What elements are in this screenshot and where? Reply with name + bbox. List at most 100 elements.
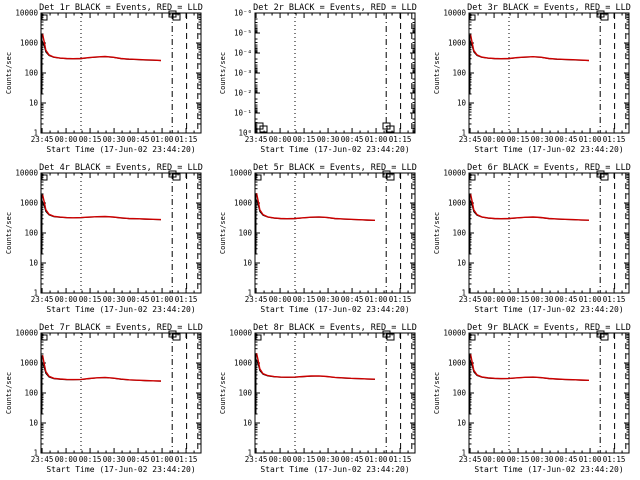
- x-tick-label: 00:15: [79, 135, 102, 144]
- y-axis-label: Counts/sec: [219, 372, 227, 414]
- y-tick-label: 100: [452, 389, 466, 398]
- y-tick-label: 10⁻⁶: [234, 9, 252, 18]
- y-tick-label: 10⁻⁵: [234, 29, 252, 38]
- y-tick-label: 100: [452, 69, 466, 78]
- x-tick-label: 00:45: [341, 135, 364, 144]
- panel-det-5: Det 5r BLACK = Events, RED = LLD Counts/s…: [219, 163, 417, 314]
- panel-title: Det 9r BLACK = Events, RED = LLD: [467, 323, 631, 333]
- x-tick-label: 00:00: [269, 135, 292, 144]
- panel-title: Det 6r BLACK = Events, RED = LLD: [467, 163, 631, 173]
- x-tick-label: 01:15: [389, 295, 412, 304]
- x-tick-label: 00:00: [483, 455, 506, 464]
- x-tick-label: 23:45: [245, 295, 268, 304]
- panel-det-1: Det 1r BLACK = Events, RED = LLD Counts/s…: [5, 3, 203, 154]
- y-tick-label: 10000: [15, 169, 38, 178]
- panel-det-8: Det 8r BLACK = Events, RED = LLD Counts/s…: [219, 323, 417, 474]
- x-tick-label: 01:00: [579, 295, 602, 304]
- y-tick-label: 10⁰: [238, 129, 252, 138]
- y-axis-label: Counts/sec: [5, 52, 13, 94]
- panel-det-6: Det 6r BLACK = Events, RED = LLD Counts/s…: [433, 163, 631, 314]
- panel-title: Det 2r BLACK = Events, RED = LLD: [253, 3, 417, 13]
- lld-series-line: [255, 193, 376, 221]
- y-axis-label: Counts/sec: [433, 212, 441, 254]
- x-tick-label: 00:45: [127, 135, 150, 144]
- y-tick-label: 10000: [443, 9, 466, 18]
- panel-det-2: Det 2r BLACK = Events, RED = LLD Counts/s…: [219, 3, 417, 154]
- x-tick-label: 00:15: [293, 455, 316, 464]
- y-tick-label: 10⁻²: [234, 89, 252, 98]
- panel-title: Det 4r BLACK = Events, RED = LLD: [39, 163, 203, 173]
- x-axis-label: Start Time (17-Jun-02 23:44:20): [260, 465, 409, 474]
- x-tick-label: 01:15: [175, 455, 198, 464]
- start-box-marker: [469, 334, 476, 341]
- x-tick-label: 00:45: [555, 135, 578, 144]
- panel-title: Det 5r BLACK = Events, RED = LLD: [253, 163, 417, 173]
- y-tick-label: 100: [238, 389, 252, 398]
- plot-frame: [40, 332, 202, 454]
- y-tick-label: 1000: [448, 359, 467, 368]
- x-tick-label: 00:15: [507, 295, 530, 304]
- y-tick-label: 1000: [20, 199, 39, 208]
- y-tick-label: 100: [24, 229, 38, 238]
- y-tick-label: 1: [33, 129, 38, 138]
- x-axis-label: Start Time (17-Jun-02 23:44:20): [260, 145, 409, 154]
- start-box-marker: [469, 174, 476, 181]
- annotation-box: [386, 173, 395, 181]
- y-tick-label: 100: [238, 229, 252, 238]
- y-axis-label: Counts/sec: [5, 212, 13, 254]
- x-tick-label: 23:45: [245, 455, 268, 464]
- lld-series-line: [41, 355, 162, 382]
- plot-frame: [254, 172, 416, 294]
- x-tick-label: 23:45: [459, 455, 482, 464]
- x-tick-label: 00:30: [531, 455, 554, 464]
- annotation-box: [600, 13, 609, 21]
- x-tick-label: 00:30: [103, 295, 126, 304]
- x-tick-label: 00:45: [555, 455, 578, 464]
- y-tick-label: 10⁻³: [234, 69, 252, 78]
- x-tick-label: 00:45: [127, 295, 150, 304]
- y-axis-label: Counts/sec: [219, 212, 227, 254]
- x-axis-label: Start Time (17-Jun-02 23:44:20): [474, 305, 623, 314]
- lld-series-line: [469, 193, 590, 221]
- x-tick-label: 00:15: [79, 455, 102, 464]
- plot-frame: [254, 332, 416, 454]
- panel-title: Det 3r BLACK = Events, RED = LLD: [467, 3, 631, 13]
- x-tick-label: 23:45: [31, 455, 54, 464]
- y-tick-label: 10⁻⁴: [234, 49, 252, 58]
- x-tick-label: 00:45: [341, 455, 364, 464]
- y-tick-label: 10: [243, 419, 253, 428]
- x-tick-label: 23:45: [459, 135, 482, 144]
- x-tick-label: 00:15: [79, 295, 102, 304]
- start-box-marker: [255, 174, 262, 181]
- y-tick-label: 1: [461, 289, 466, 298]
- y-tick-label: 1000: [234, 359, 253, 368]
- y-tick-label: 10: [457, 99, 467, 108]
- x-tick-label: 01:00: [579, 135, 602, 144]
- x-tick-label: 01:15: [175, 135, 198, 144]
- plot-frame: [468, 12, 630, 134]
- panel-title: Det 7r BLACK = Events, RED = LLD: [39, 323, 203, 333]
- x-tick-label: 01:00: [365, 455, 388, 464]
- y-axis-label: Counts/sec: [433, 52, 441, 94]
- x-tick-label: 00:00: [55, 455, 78, 464]
- plot-frame: [254, 12, 416, 134]
- y-tick-label: 10: [29, 99, 39, 108]
- y-tick-label: 10000: [15, 329, 38, 338]
- annotation-box: [600, 333, 609, 341]
- x-tick-label: 00:00: [269, 295, 292, 304]
- x-tick-label: 00:45: [555, 295, 578, 304]
- y-tick-label: 10000: [229, 169, 252, 178]
- y-tick-label: 10: [29, 259, 39, 268]
- start-box-marker: [255, 334, 262, 341]
- panel-title: Det 1r BLACK = Events, RED = LLD: [39, 3, 203, 13]
- lld-series-line: [41, 33, 162, 62]
- lld-series-line: [41, 194, 162, 221]
- x-tick-label: 00:30: [103, 455, 126, 464]
- x-tick-label: 01:00: [151, 455, 174, 464]
- x-tick-label: 23:45: [459, 295, 482, 304]
- plot-frame: [40, 172, 202, 294]
- x-tick-label: 01:15: [603, 455, 626, 464]
- y-tick-label: 1000: [448, 39, 467, 48]
- x-tick-label: 00:15: [507, 135, 530, 144]
